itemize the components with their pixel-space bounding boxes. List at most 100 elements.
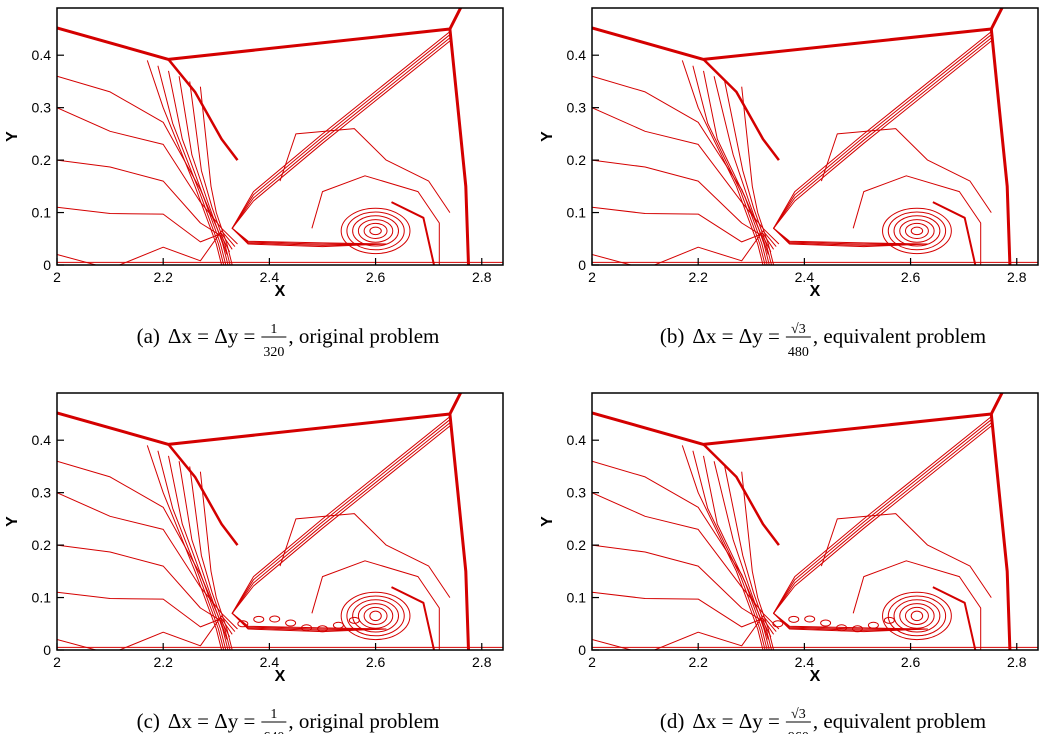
x-tick-label: 2.8: [1007, 654, 1027, 670]
contour-line: [867, 621, 879, 629]
contour-line: [852, 175, 982, 265]
y-tick-label: 0: [578, 257, 586, 273]
caption-rest: , equivalent problem: [813, 709, 986, 733]
contour-line: [448, 28, 470, 265]
x-tick-label: 2.6: [901, 269, 921, 285]
plot-frame: [591, 7, 1039, 266]
contour-line: [932, 201, 977, 265]
contour-line: [168, 455, 227, 650]
panel: 2 2.2 2.4 2.6 2.8 0 0.1 0.2 0.3 0.4 X Y (b) Δx = Δy =…: [539, 7, 1039, 360]
contour-line: [910, 610, 924, 622]
x-tick-label: 2.6: [901, 654, 921, 670]
x-tick-label: 2.2: [153, 654, 173, 670]
contour-line: [157, 450, 225, 650]
contour-line: [932, 586, 977, 650]
caption-lhs: Δx = Δy =: [692, 324, 779, 348]
contours: [592, 393, 1038, 650]
y-tick-label: 0.2: [32, 537, 52, 553]
caption-label: (a): [137, 324, 160, 348]
contour-line: [592, 615, 777, 650]
contour-line: [311, 560, 440, 650]
contour-line: [592, 460, 769, 640]
contour-line: [713, 76, 770, 265]
contour-line: [231, 40, 451, 245]
contour-line: [167, 58, 239, 161]
contour-line: [592, 591, 775, 635]
x-tick-label: 2.4: [260, 269, 280, 285]
contour-line: [899, 603, 935, 629]
y-tick-label: 0.3: [32, 485, 52, 501]
contour-line: [346, 211, 405, 251]
y-axis-label: Y: [4, 131, 21, 142]
contour-line: [681, 60, 764, 265]
contour-line: [168, 70, 227, 265]
y-tick-label: 0.4: [567, 432, 587, 448]
contours: [592, 8, 1038, 265]
contour-line: [369, 610, 382, 622]
contour-line: [346, 595, 405, 637]
contour-line: [231, 425, 451, 630]
x-tick-label: 2: [588, 654, 596, 670]
contour-line: [702, 443, 780, 546]
contour-line: [57, 492, 238, 630]
contour-line: [893, 215, 941, 247]
y-axis-label: Y: [539, 516, 556, 527]
contour-line: [592, 206, 775, 250]
x-tick-label: 2: [53, 269, 61, 285]
y-tick-label: 0.4: [32, 47, 52, 63]
contour-line: [57, 107, 238, 245]
contour-line: [887, 211, 947, 251]
contour-line: [357, 603, 394, 629]
caption-lhs: Δx = Δy =: [692, 709, 779, 733]
x-tick-label: 2.2: [688, 269, 708, 285]
contour-line: [231, 37, 451, 245]
contours: [57, 393, 503, 650]
y-tick-label: 0.2: [567, 152, 587, 168]
contour-line: [910, 226, 924, 236]
contour-line: [904, 606, 929, 625]
plot-frame: [591, 392, 1039, 651]
contour-line: [989, 28, 1012, 265]
contour-line: [316, 625, 328, 633]
contour-line: [773, 422, 992, 630]
contour-line: [804, 615, 816, 623]
caption-numerator: 1: [270, 322, 277, 337]
y-tick-label: 0: [43, 257, 51, 273]
contour-line: [178, 76, 229, 265]
contour-line: [352, 599, 400, 633]
contour-line: [167, 443, 239, 546]
contour-line: [592, 230, 777, 265]
contour-line: [57, 591, 233, 635]
plot-frame: [56, 7, 504, 266]
x-tick-label: 2.2: [153, 269, 173, 285]
contour-line: [279, 128, 451, 213]
contour-line: [741, 86, 775, 265]
contour-line: [788, 615, 800, 623]
contour-line: [899, 219, 935, 243]
contour-line: [352, 215, 400, 247]
x-tick-label: 2.8: [1007, 269, 1027, 285]
contour-line: [692, 450, 766, 650]
plot-frame: [56, 392, 504, 651]
contour-line: [724, 81, 772, 265]
contour-line: [772, 620, 784, 628]
contour-line: [820, 619, 832, 627]
contour-line: [189, 81, 231, 265]
contour-line: [820, 128, 992, 213]
contour-line: [253, 615, 265, 623]
contour-line: [311, 175, 440, 265]
contour-line: [592, 393, 1004, 446]
y-tick-label: 0.1: [567, 205, 587, 221]
contour-line: [57, 75, 228, 255]
contour-line: [883, 616, 895, 624]
contour-line: [57, 206, 233, 250]
caption-lhs: Δx = Δy =: [168, 324, 255, 348]
contour-line: [852, 560, 982, 650]
y-tick-label: 0.3: [567, 485, 587, 501]
x-tick-label: 2.8: [472, 654, 492, 670]
contour-line: [340, 207, 411, 255]
contour-line: [57, 230, 236, 265]
contour-line: [703, 455, 768, 650]
caption-numerator: √3: [791, 322, 806, 337]
contour-line: [369, 226, 382, 236]
